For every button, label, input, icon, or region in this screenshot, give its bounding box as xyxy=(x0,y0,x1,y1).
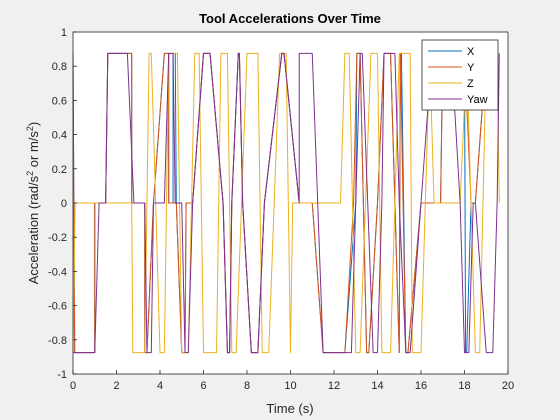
y-axis-title-part-3: ) xyxy=(26,122,41,126)
y-tick-label: 0 xyxy=(61,198,67,210)
y-tick-label: -0.8 xyxy=(48,335,67,347)
y-tick-label: -0.4 xyxy=(48,266,67,278)
x-tick-label: 14 xyxy=(371,380,383,392)
x-tick-label: 4 xyxy=(157,380,163,392)
legend-label-z: Z xyxy=(467,78,474,90)
legend-label-x: X xyxy=(467,46,475,58)
legend-label-y: Y xyxy=(467,62,475,74)
y-tick-label: 0.8 xyxy=(52,61,67,73)
ticks-layer: 0 2 4 6 8 10 12 14 16 18 20 -1 -0.8 -0.6 -0.4 -0.2 0 0.2 0… xyxy=(48,27,514,392)
x-tick-label: 20 xyxy=(502,380,514,392)
x-axis-title: Time (s) xyxy=(266,401,313,416)
x-tick-label: 8 xyxy=(244,380,250,392)
x-tick-label: 12 xyxy=(328,380,340,392)
x-tick-label: 16 xyxy=(415,380,427,392)
plot-frame xyxy=(72,31,509,375)
y-axis-title-sup-1: 2 xyxy=(25,171,35,176)
y-tick-label: 0.6 xyxy=(52,95,67,107)
x-tick-label: 10 xyxy=(284,380,296,392)
x-tick-label: 2 xyxy=(113,380,119,392)
y-tick-label: -0.2 xyxy=(48,232,67,244)
legend-label-yaw: Yaw xyxy=(467,94,488,106)
y-tick-label: 0.2 xyxy=(52,164,67,176)
y-axis-title-part-2: or m/s xyxy=(26,131,41,171)
legend: XYZ Yaw xyxy=(421,39,499,111)
x-tick-label: 18 xyxy=(458,380,470,392)
x-tick-label: 6 xyxy=(200,380,206,392)
y-tick-label: -0.6 xyxy=(48,301,67,313)
y-axis-title: Acceleration (rad/s2 or m/s2) xyxy=(25,122,41,285)
legend-box xyxy=(421,39,499,111)
y-tick-label: -1 xyxy=(57,369,67,381)
y-tick-label: 1 xyxy=(61,27,67,39)
y-tick-label: 0.4 xyxy=(52,130,67,142)
y-axis-title-sup-2: 2 xyxy=(25,126,35,131)
chart-title: Tool Accelerations Over Time xyxy=(199,11,381,26)
x-tick-label: 0 xyxy=(70,380,76,392)
y-axis-title-part-1: Acceleration (rad/s xyxy=(26,175,41,284)
